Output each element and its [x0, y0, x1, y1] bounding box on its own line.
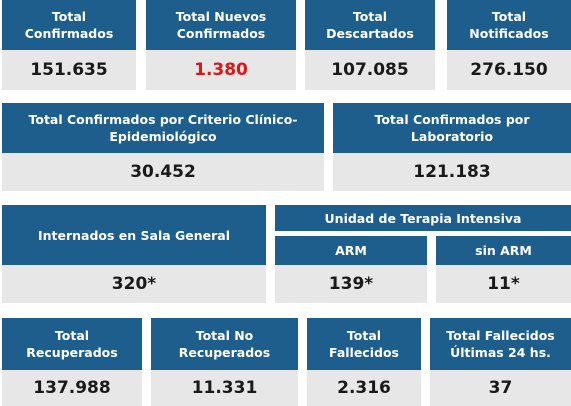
stat-value: 37 [430, 370, 571, 406]
label-line: Total [51, 9, 87, 24]
uti-title-label: Unidad de Terapia Intensiva [275, 205, 571, 231]
stat-value: 320* [2, 265, 266, 303]
label-line: Confirmados [24, 26, 114, 41]
label-line: Fallecidos [329, 345, 399, 360]
label-line: Notificados [469, 26, 549, 41]
label-line: Total [491, 9, 527, 24]
stat-card-total-confirmados: Total Confirmados 151.635 [2, 0, 136, 90]
label-line: Total Fallecidos [446, 328, 555, 343]
label-line: Internados en Sala General [37, 227, 231, 243]
stat-value: 139* [275, 265, 427, 303]
stat-card-uti-sin-arm: sin ARM 11* [436, 236, 571, 303]
stat-card-uti-arm: ARM 139* [275, 236, 427, 303]
label-line: Total [54, 328, 90, 343]
stat-value: 107.085 [305, 50, 435, 90]
stat-label: Total Descartados [305, 0, 435, 50]
label-line: Epidemiológico [109, 129, 217, 144]
label-line: Descartados [326, 26, 414, 41]
stat-card-total-notificados: Total Notificados 276.150 [447, 0, 571, 90]
stat-label: Total Confirmados por Laboratorio [333, 103, 571, 153]
stat-label: Total Notificados [447, 0, 571, 50]
stat-card-confirmados-criterio-clinico: Total Confirmados por Criterio Clínico- E… [2, 103, 324, 191]
stat-card-fallecidos-ultimas-24hs: Total Fallecidos Últimas 24 hs. 37 [430, 318, 571, 406]
stat-card-total-fallecidos: Total Fallecidos 2.316 [307, 318, 421, 406]
stat-label: sin ARM [436, 236, 571, 265]
stat-card-total-nuevos-confirmados: Total Nuevos Confirmados 1.380 [146, 0, 296, 90]
stat-label: Internados en Sala General [2, 205, 266, 265]
stat-value: 151.635 [2, 50, 136, 90]
stat-card-internados-sala-general: Internados en Sala General 320* [2, 205, 266, 303]
label-line: Total No [195, 328, 254, 343]
stat-label: ARM [275, 236, 427, 265]
stat-value: 1.380 [146, 50, 296, 90]
stat-card-total-descartados: Total Descartados 107.085 [305, 0, 435, 90]
stat-card-total-no-recuperados: Total No Recuperados 11.331 [151, 318, 298, 406]
stat-label: Total Fallecidos [307, 318, 421, 370]
stat-value: 276.150 [447, 50, 571, 90]
stat-value: 121.183 [333, 153, 571, 191]
stat-label: Total Confirmados [2, 0, 136, 50]
label-line: Total [346, 328, 382, 343]
label-line: Laboratorio [410, 129, 494, 144]
label-line: Últimas 24 hs. [450, 345, 551, 360]
label-line: Confirmados [176, 26, 266, 41]
label-line: Total Nuevos [175, 9, 267, 24]
stat-label: Total No Recuperados [151, 318, 298, 370]
stat-label: Total Confirmados por Criterio Clínico- E… [2, 103, 324, 153]
stat-value: 137.988 [2, 370, 142, 406]
label-line: Total [352, 9, 388, 24]
label-line: Total Confirmados por [374, 112, 530, 127]
label-line: Recuperados [178, 345, 271, 360]
stat-card-confirmados-laboratorio: Total Confirmados por Laboratorio 121.183 [333, 103, 571, 191]
stat-value: 11* [436, 265, 571, 303]
stat-value: 30.452 [2, 153, 324, 191]
stat-value: 2.316 [307, 370, 421, 406]
stat-card-total-recuperados: Total Recuperados 137.988 [2, 318, 142, 406]
stat-value: 11.331 [151, 370, 298, 406]
stat-label: Total Recuperados [2, 318, 142, 370]
uti-title: Unidad de Terapia Intensiva [275, 205, 571, 231]
label-line: Total Confirmados por Criterio Clínico- [28, 112, 298, 127]
stat-label: Total Nuevos Confirmados [146, 0, 296, 50]
stat-label: Total Fallecidos Últimas 24 hs. [430, 318, 571, 370]
label-line: Recuperados [26, 345, 118, 360]
